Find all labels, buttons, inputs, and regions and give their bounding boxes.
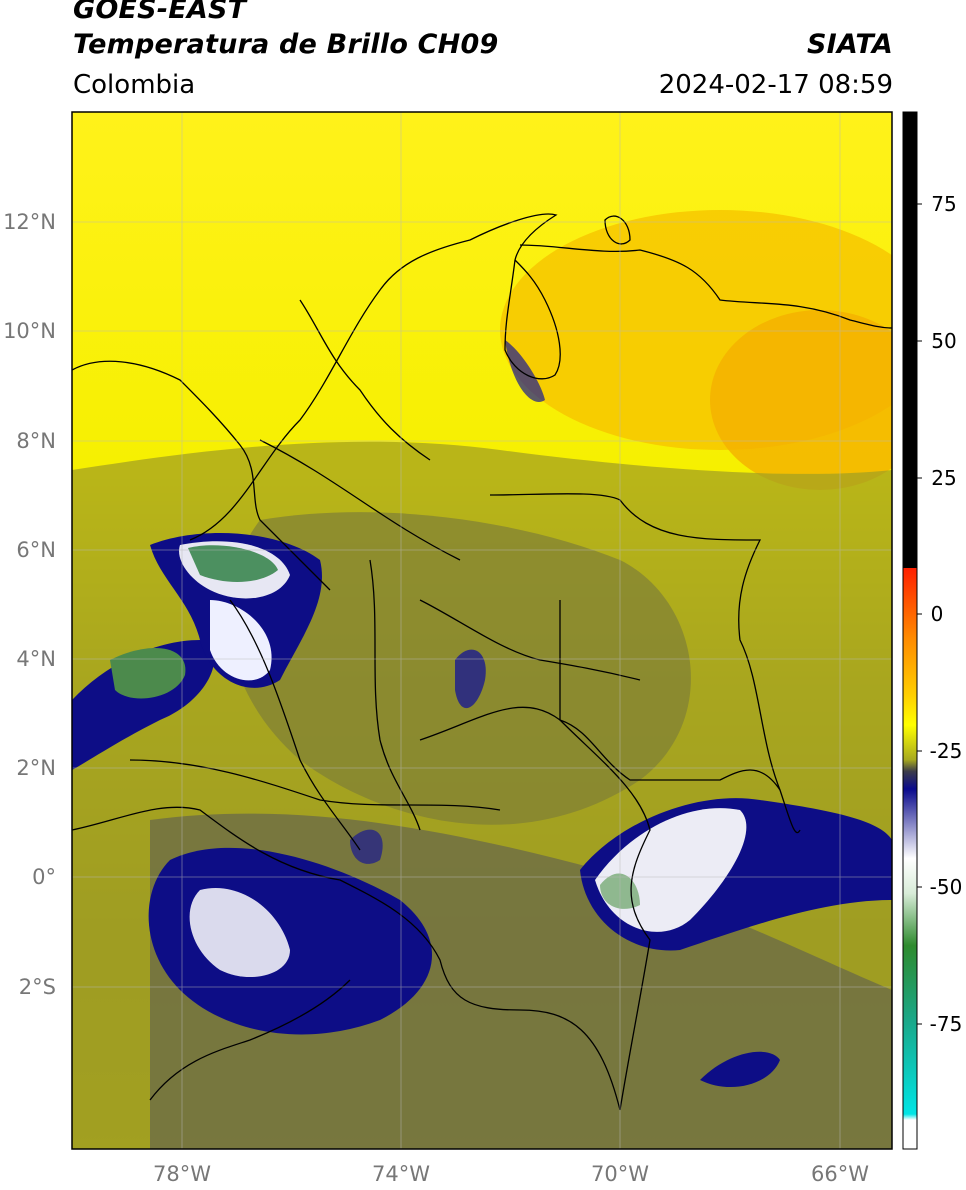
colorbar-tick: -25 xyxy=(930,739,963,763)
lat-label: 2°S xyxy=(19,975,56,999)
map-field xyxy=(72,112,892,1149)
product-title: Temperatura de Brillo CH09 xyxy=(73,29,499,60)
lat-label: 6°N xyxy=(16,538,56,562)
colorbar-tick: 75 xyxy=(931,192,956,216)
lat-label: 4°N xyxy=(16,647,56,671)
satellite-title: GOES-EAST xyxy=(73,0,247,25)
borders xyxy=(72,213,892,1111)
lat-label: 0° xyxy=(32,865,56,889)
lat-label: 12°N xyxy=(3,210,56,234)
colorbar-tick: -75 xyxy=(930,1012,963,1036)
colorbar-tick: 50 xyxy=(931,329,956,353)
agency-label: SIATA xyxy=(806,29,893,60)
lon-label: 70°W xyxy=(591,1162,649,1186)
latitude-labels: 12°N 10°N 8°N 6°N 4°N 2°N 0° 2°S xyxy=(3,210,56,999)
lon-label: 66°W xyxy=(811,1162,869,1186)
colorbar-tick: 0 xyxy=(931,602,944,626)
colorbar-tick: 25 xyxy=(931,466,956,490)
lon-label: 78°W xyxy=(153,1162,211,1186)
lon-label: 74°W xyxy=(372,1162,430,1186)
colorbar: 75 50 25 0 -25 -50 -75 xyxy=(902,111,963,1150)
region-label: Colombia xyxy=(73,70,196,100)
map-frame xyxy=(71,111,893,1150)
graticule xyxy=(72,112,892,1149)
datetime-label: 2024-02-17 08:59 xyxy=(658,70,893,100)
longitude-labels: 78°W 74°W 70°W 66°W xyxy=(153,1162,869,1186)
lat-label: 10°N xyxy=(3,319,56,343)
lat-label: 8°N xyxy=(16,429,56,453)
colorbar-tick: -50 xyxy=(930,875,963,899)
lat-label: 2°N xyxy=(16,756,56,780)
